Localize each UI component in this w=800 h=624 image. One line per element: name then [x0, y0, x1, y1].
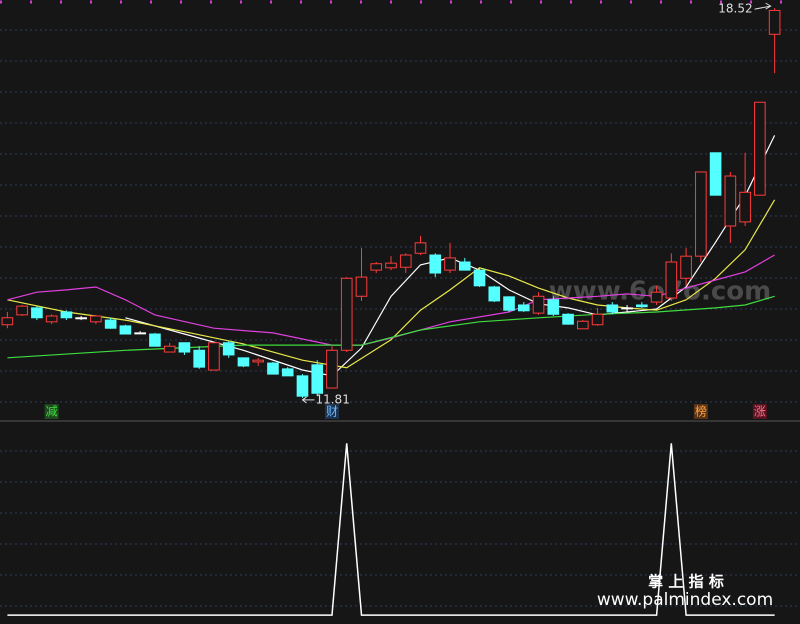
candle-body [591, 313, 604, 326]
candle-body [355, 276, 368, 297]
candle-body [31, 307, 43, 319]
signal-label: 榜 [695, 404, 707, 419]
candle-body [237, 357, 250, 367]
candle-body [326, 349, 338, 389]
candle-body [75, 317, 87, 320]
candle-body [90, 315, 102, 323]
candle-body [488, 286, 501, 302]
candle-body [429, 254, 442, 274]
candle-body [399, 254, 412, 268]
candle-body [16, 305, 28, 316]
candle-body [532, 295, 545, 314]
candle-body [724, 175, 737, 227]
candle-body [636, 304, 648, 308]
low-label: 11.81 [315, 392, 349, 406]
signal-box [44, 404, 59, 419]
signal-box [693, 404, 708, 419]
candle-body [149, 333, 161, 347]
candle-body [606, 304, 619, 313]
signal-label: 财 [326, 405, 338, 419]
candle-body [385, 262, 397, 269]
candle-body [178, 342, 191, 353]
candle-body [193, 349, 206, 368]
candle-body [517, 304, 530, 312]
candle-body [119, 325, 132, 335]
candle-body [739, 191, 751, 223]
candle-body [267, 362, 279, 375]
candle-body [163, 345, 176, 353]
candle-body [208, 342, 220, 371]
ma-line [7, 199, 776, 369]
high-label: 18.52 [718, 2, 752, 16]
candle-body [709, 152, 722, 196]
candle-body [458, 261, 471, 271]
candle-body [444, 257, 456, 271]
candle-body [503, 296, 515, 311]
candle-body [281, 368, 294, 377]
candle-body [370, 263, 383, 271]
high-arrow [754, 2, 772, 10]
candle-body [296, 375, 309, 397]
candle-body [60, 311, 73, 319]
candle-body [680, 255, 692, 279]
candle-body [576, 320, 589, 330]
candle-body [45, 315, 58, 323]
signal-label: 涨 [754, 404, 766, 419]
candle-body [665, 261, 678, 299]
candle-body [695, 171, 707, 257]
candle-body [562, 313, 574, 325]
signal-box [752, 404, 767, 419]
candle-body [754, 101, 766, 196]
low-arrow [301, 396, 315, 404]
ma-line [125, 135, 776, 377]
candle-body [252, 359, 265, 363]
candle-body [340, 277, 353, 351]
candle-body [768, 9, 781, 35]
candle-body [473, 269, 486, 287]
candle-body [311, 364, 324, 394]
signal-box [324, 404, 339, 419]
footer-title: 掌 上 指 标 [648, 573, 724, 591]
candle-body [222, 342, 235, 356]
candle-body [621, 307, 633, 310]
candle-body [104, 319, 117, 329]
candle-body [650, 291, 663, 303]
candle-body [134, 332, 146, 335]
signal-label: 减 [46, 405, 58, 419]
candle-body [1, 317, 14, 326]
indicator-line [7, 443, 775, 616]
candle-body [547, 299, 560, 315]
candle-body [414, 242, 427, 254]
